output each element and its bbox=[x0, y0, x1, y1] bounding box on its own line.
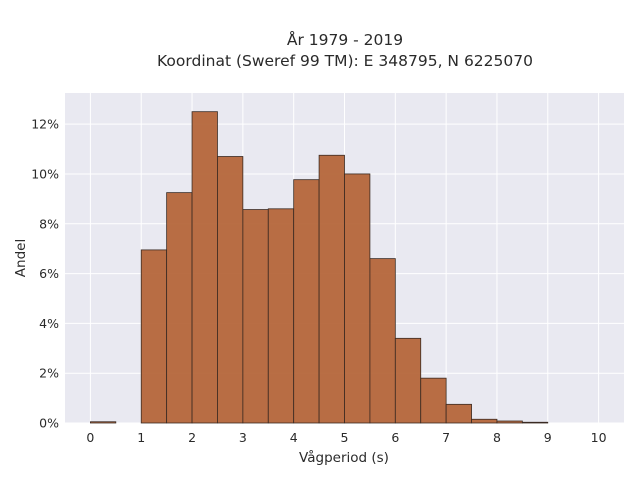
histogram-bar bbox=[394, 337, 422, 424]
histogram-bar bbox=[267, 208, 295, 424]
x-tick-label: 10 bbox=[591, 430, 607, 445]
x-tick-label: 0 bbox=[86, 430, 94, 445]
histogram-bar bbox=[242, 209, 269, 424]
histogram-bar bbox=[217, 156, 244, 424]
histogram-bar bbox=[496, 420, 523, 424]
histogram-bars bbox=[90, 111, 549, 424]
y-tick-label: 12% bbox=[31, 117, 59, 132]
x-tick-label: 3 bbox=[239, 430, 247, 445]
histogram-bar bbox=[318, 154, 345, 424]
y-tick-labels: 0% 2% 4% 6% 8% 10% 12% bbox=[31, 117, 59, 431]
chart-title-line-1: År 1979 - 2019 bbox=[287, 30, 403, 49]
x-tick-label: 5 bbox=[341, 430, 349, 445]
x-tick-label: 7 bbox=[442, 430, 450, 445]
x-axis-label: Vågperiod (s) bbox=[299, 449, 389, 466]
histogram-bar bbox=[369, 258, 396, 424]
x-tick-label: 8 bbox=[493, 430, 501, 445]
histogram-bar bbox=[293, 179, 320, 424]
x-tick-label: 9 bbox=[544, 430, 552, 445]
y-axis-label: Andel bbox=[13, 239, 29, 277]
y-tick-label: 0% bbox=[39, 416, 59, 431]
histogram-bar bbox=[471, 418, 498, 424]
histogram-bar bbox=[344, 173, 371, 424]
y-tick-label: 6% bbox=[39, 266, 59, 281]
y-tick-label: 4% bbox=[39, 316, 59, 331]
histogram-bar bbox=[166, 192, 193, 424]
histogram-bar bbox=[191, 111, 218, 424]
histogram-bar bbox=[90, 421, 117, 424]
histogram-bar bbox=[420, 377, 447, 424]
y-tick-label: 2% bbox=[39, 366, 59, 381]
histogram-bar bbox=[521, 421, 549, 424]
chart-title-line-2: Koordinat (Sweref 99 TM): E 348795, N 62… bbox=[157, 52, 533, 70]
x-tick-label: 6 bbox=[391, 430, 399, 445]
x-tick-label: 4 bbox=[290, 430, 298, 445]
y-tick-label: 10% bbox=[31, 166, 59, 181]
x-tick-label: 2 bbox=[188, 430, 196, 445]
y-tick-label: 8% bbox=[39, 216, 59, 231]
x-tick-label: 1 bbox=[137, 430, 145, 445]
histogram-bar bbox=[140, 249, 168, 424]
histogram-bar bbox=[445, 403, 472, 424]
x-tick-labels: 0 1 2 3 4 5 6 7 8 9 10 bbox=[86, 430, 606, 445]
